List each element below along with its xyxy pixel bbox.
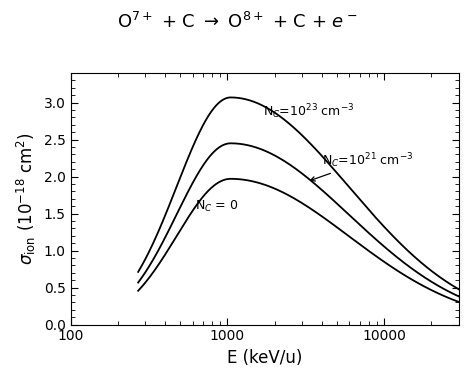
X-axis label: E (keV/u): E (keV/u) [227, 349, 302, 367]
Text: O$^{7+}$ + C $\rightarrow$ O$^{8+}$ + C + $e^-$: O$^{7+}$ + C $\rightarrow$ O$^{8+}$ + C … [117, 11, 357, 32]
Text: N$_C$=10$^{23}$ cm$^{-3}$: N$_C$=10$^{23}$ cm$^{-3}$ [264, 102, 355, 121]
Text: N$_C$ = 0: N$_C$ = 0 [195, 199, 238, 214]
Text: N$_C$=10$^{21}$ cm$^{-3}$: N$_C$=10$^{21}$ cm$^{-3}$ [310, 151, 413, 181]
Y-axis label: $\sigma_{\mathrm{ion}}$ (10$^{-18}$ cm$^2$): $\sigma_{\mathrm{ion}}$ (10$^{-18}$ cm$^… [15, 133, 38, 265]
